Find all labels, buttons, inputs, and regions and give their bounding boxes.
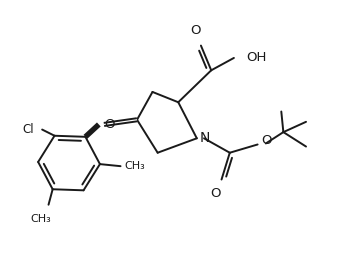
Text: N: N [200,131,210,145]
Text: O: O [210,187,221,200]
Text: O: O [191,24,201,37]
Text: CH₃: CH₃ [125,161,145,171]
Text: OH: OH [246,51,267,65]
Text: Cl: Cl [22,123,34,136]
Text: O: O [104,118,115,131]
Text: O: O [262,134,272,147]
Text: CH₃: CH₃ [30,214,51,224]
